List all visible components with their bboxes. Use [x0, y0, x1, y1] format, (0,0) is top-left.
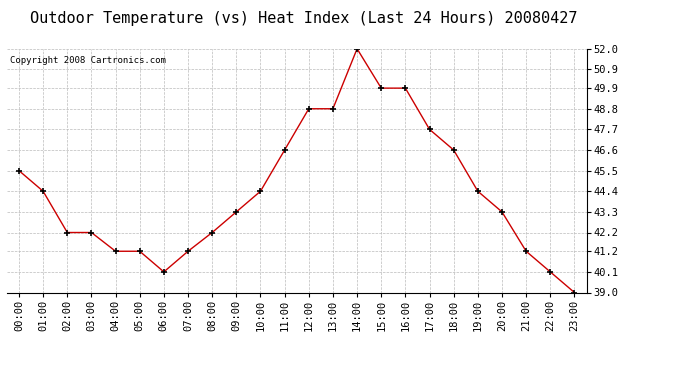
Text: Outdoor Temperature (vs) Heat Index (Last 24 Hours) 20080427: Outdoor Temperature (vs) Heat Index (Las…	[30, 11, 578, 26]
Text: Copyright 2008 Cartronics.com: Copyright 2008 Cartronics.com	[10, 56, 166, 65]
